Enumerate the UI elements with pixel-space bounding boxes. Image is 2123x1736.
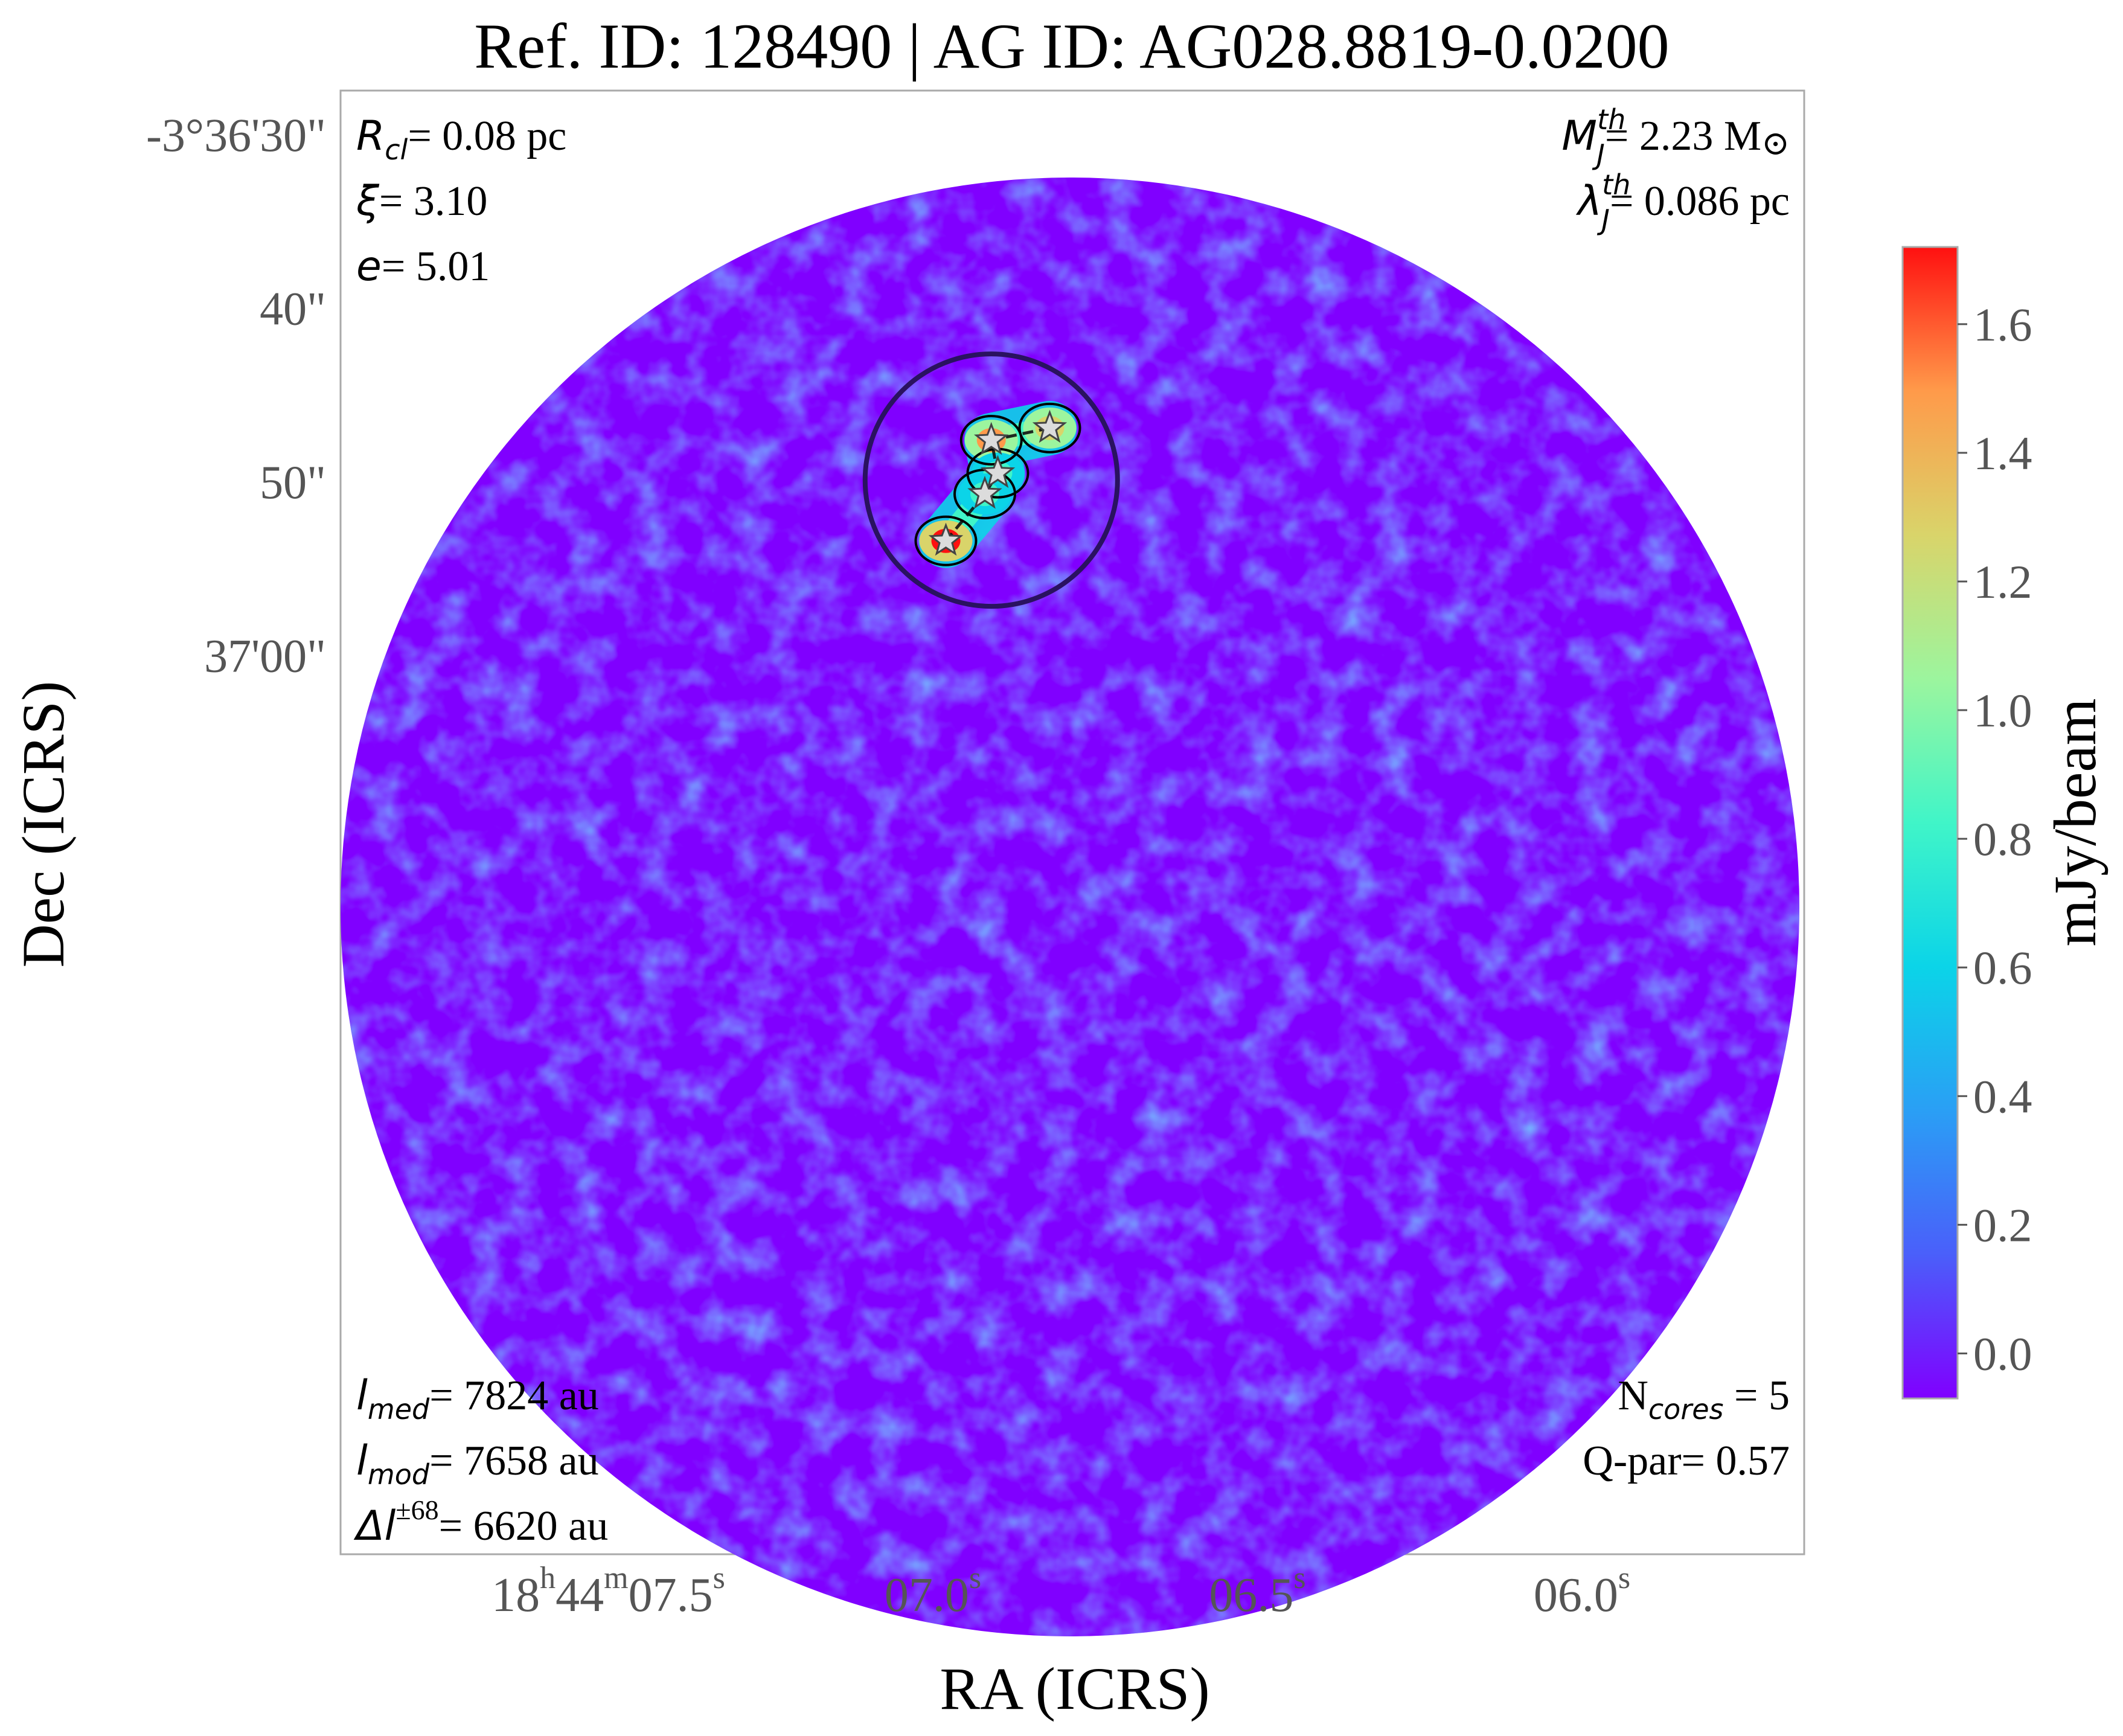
colorbar-tick-label: 0.2 [1973, 1199, 2032, 1251]
core-contour [914, 515, 978, 566]
core-star-marker [928, 522, 964, 556]
x-tick-label: 07.0s [885, 1561, 981, 1622]
annotation-line: lmod= 7658 au [356, 1437, 599, 1491]
core-star-marker [1032, 409, 1068, 443]
colorbar-tick-label: 1.0 [1973, 684, 2032, 737]
core-star-marker [980, 455, 1016, 488]
core-star-marker [973, 421, 1009, 455]
core-markers [928, 409, 1068, 556]
annotation-line: Δl±68= 6620 au [353, 1494, 608, 1550]
annotation-line: lmed= 7824 au [356, 1372, 599, 1426]
colorbar-tick-labels: 0.0 0.2 0.4 0.6 0.8 1.0 1.2 1.4 1.6 [1958, 298, 2032, 1380]
annotation-top-right: Mth J= 2.23 M⊙λth J= 0.086 pc [1561, 103, 1790, 236]
core-star-marker [967, 475, 1002, 509]
core-contour [959, 414, 1023, 466]
y-tick-labels: -3°36'30" 40" 50" 37'00" [146, 109, 326, 682]
colorbar-gradient [1901, 246, 1959, 1400]
colorbar-tick-label: 1.2 [1973, 556, 2032, 608]
y-tick-label: 37'00" [204, 630, 326, 682]
x-tick-label: 06.5s [1209, 1561, 1305, 1622]
colorbar-tick-label: 1.4 [1973, 427, 2032, 479]
colorbar-tick-label: 0.8 [1973, 813, 2032, 865]
annotation-bottom-right: Ncores = 5 Q-par= 0.57 [1583, 1372, 1790, 1484]
chart-title: Ref. ID: 128490 | AG ID: AG028.8819-0.02… [474, 11, 1669, 82]
annotation-line: e= 5.01 [356, 243, 490, 290]
y-tick-label: 50" [260, 456, 326, 508]
emission-map [341, 178, 1799, 1636]
colorbar-tick-label: 0.6 [1973, 941, 2032, 994]
x-tick-label: 06.0s [1534, 1561, 1630, 1622]
colorbar: 0.0 0.2 0.4 0.6 0.8 1.0 1.2 1.4 1.6 mJy/beam [1901, 246, 2109, 1400]
colorbar-label: mJy/beam [2041, 698, 2109, 946]
annotation-line: Mth J= 2.23 M⊙ [1561, 103, 1790, 171]
annotation-line: Rcl= 0.08 pc [356, 112, 566, 166]
annotation-line: Ncores = 5 [1618, 1372, 1790, 1426]
annotation-line: λth J= 0.086 pc [1576, 168, 1790, 236]
x-tick-labels: 18h44m07.5s 07.0s 06.5s 06.0s [492, 1561, 1630, 1622]
annotation-line: ξ= 3.10 [356, 178, 487, 225]
x-tick-label: 18h44m07.5s [492, 1561, 725, 1622]
annotation-line: Q-par= 0.57 [1583, 1438, 1790, 1484]
colorbar-tick-label: 0.4 [1973, 1070, 2032, 1123]
annotation-top-left: Rcl= 0.08 pc ξ= 3.10 e= 5.01 [356, 112, 566, 290]
y-tick-label: -3°36'30" [146, 109, 326, 161]
y-tick-label: 40" [260, 283, 326, 335]
colorbar-tick-label: 0.0 [1973, 1327, 2032, 1380]
core-contour [1018, 402, 1081, 453]
colorbar-tick-label: 1.6 [1973, 298, 2032, 351]
clump-circle [862, 351, 1120, 609]
y-axis-label: Dec (ICRS) [10, 681, 77, 968]
x-axis-label: RA (ICRS) [940, 1655, 1209, 1722]
